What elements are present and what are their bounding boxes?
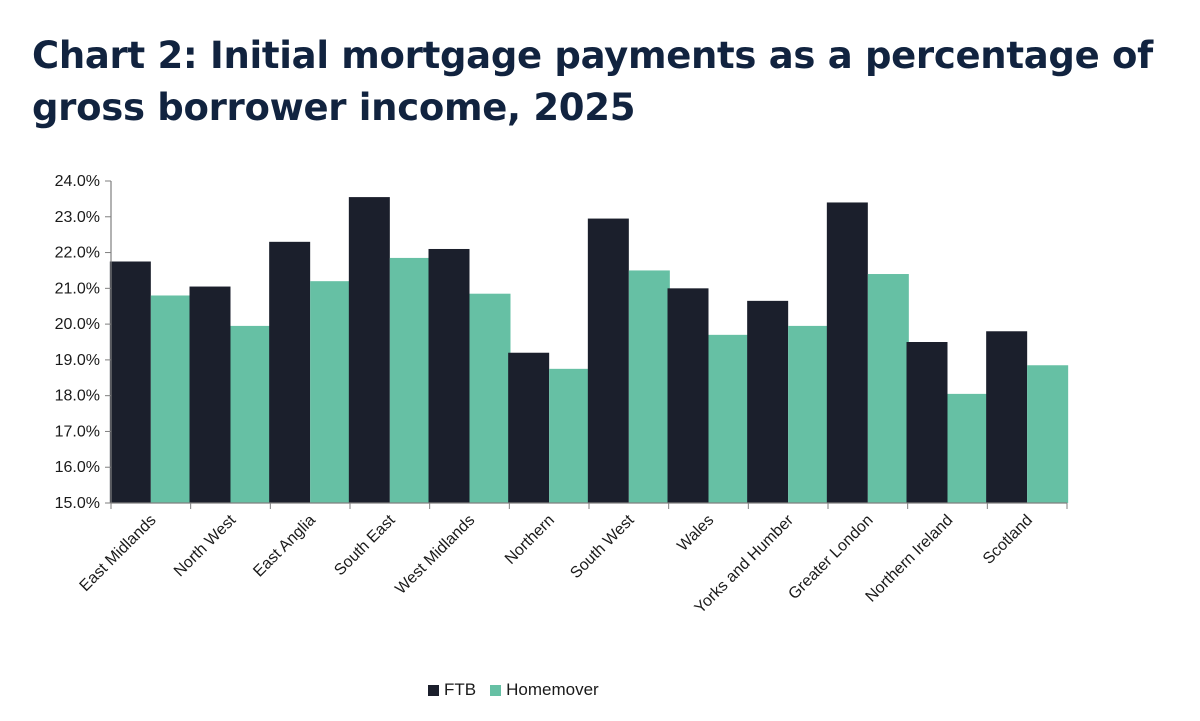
bar-ftb-northern-ireland — [906, 342, 948, 503]
bar-homemover-east-midlands — [150, 295, 192, 503]
bar-ftb-northern — [508, 352, 550, 503]
y-axis-ticks: 15.0% 16.0% 17.0% 18.0% 19.0% 20.0% 21.0% 22.0%… — [55, 173, 100, 512]
y-tick-label: 19.0% — [55, 352, 100, 369]
bar-ftb-east-midlands — [109, 261, 151, 503]
bar-ftb-wales — [667, 288, 709, 503]
y-tick-label: 23.0% — [55, 209, 100, 226]
x-category-label: Scotland — [980, 512, 1036, 568]
bar-ftb-yorks-and-humber — [747, 300, 789, 503]
bar-homemover-yorks-and-humber — [788, 325, 830, 503]
y-tick-label: 21.0% — [55, 280, 100, 297]
bar-homemover-south-west — [628, 270, 670, 503]
bar-homemover-north-west — [230, 325, 272, 503]
axes — [105, 180, 1068, 509]
bar-ftb-south-east — [348, 197, 390, 503]
legend: FTB Homemover — [428, 680, 599, 700]
legend-swatch-ftb — [428, 684, 439, 696]
bar-homemover-northern — [549, 368, 591, 503]
y-tick-label: 16.0% — [55, 459, 100, 476]
y-tick-label: 20.0% — [55, 316, 100, 333]
y-tick-label: 24.0% — [55, 173, 100, 190]
bar-homemover-south-east — [389, 257, 431, 503]
bar-homemover-wales — [708, 334, 750, 503]
bar-ftb-north-west — [189, 286, 231, 503]
legend-item-ftb: FTB — [428, 680, 476, 700]
x-category-label: East Midlands — [77, 512, 160, 595]
y-tick-label: 18.0% — [55, 388, 100, 405]
x-category-label: North West — [171, 511, 240, 580]
x-category-label: Northern — [502, 512, 558, 568]
legend-swatch-homemover — [490, 684, 502, 696]
x-category-label: Wales — [674, 512, 717, 555]
bar-homemover-west-midlands — [469, 293, 511, 503]
x-category-label: Greater London — [785, 512, 876, 603]
bar-homemover-scotland — [1027, 365, 1069, 503]
bars — [109, 197, 1069, 504]
y-tick-label: 15.0% — [55, 495, 100, 512]
bar-homemover-east-anglia — [310, 281, 352, 503]
x-category-label: West Midlands — [392, 512, 478, 598]
bar-ftb-scotland — [986, 331, 1028, 503]
legend-label-ftb: FTB — [444, 680, 477, 699]
bar-ftb-greater-london — [826, 202, 868, 503]
x-category-label: South West — [567, 511, 638, 582]
bar-ftb-east-anglia — [269, 241, 311, 504]
x-category-label: Northern Ireland — [863, 512, 957, 606]
bar-homemover-greater-london — [867, 274, 909, 503]
y-tick-label: 22.0% — [55, 245, 100, 262]
bar-homemover-northern-ireland — [947, 393, 989, 503]
legend-label-homemover: Homemover — [506, 680, 599, 699]
chart-title: Chart 2: Initial mortgage payments as a … — [32, 34, 1153, 129]
x-category-label: East Anglia — [250, 512, 319, 581]
bar-ftb-south-west — [587, 218, 629, 504]
bar-ftb-west-midlands — [428, 248, 470, 503]
y-tick-label: 17.0% — [55, 423, 100, 440]
x-axis-labels: East Midlands North West East Anglia South … — [77, 511, 1036, 617]
x-category-label: South East — [331, 511, 399, 579]
legend-item-homemover: Homemover — [490, 680, 599, 700]
